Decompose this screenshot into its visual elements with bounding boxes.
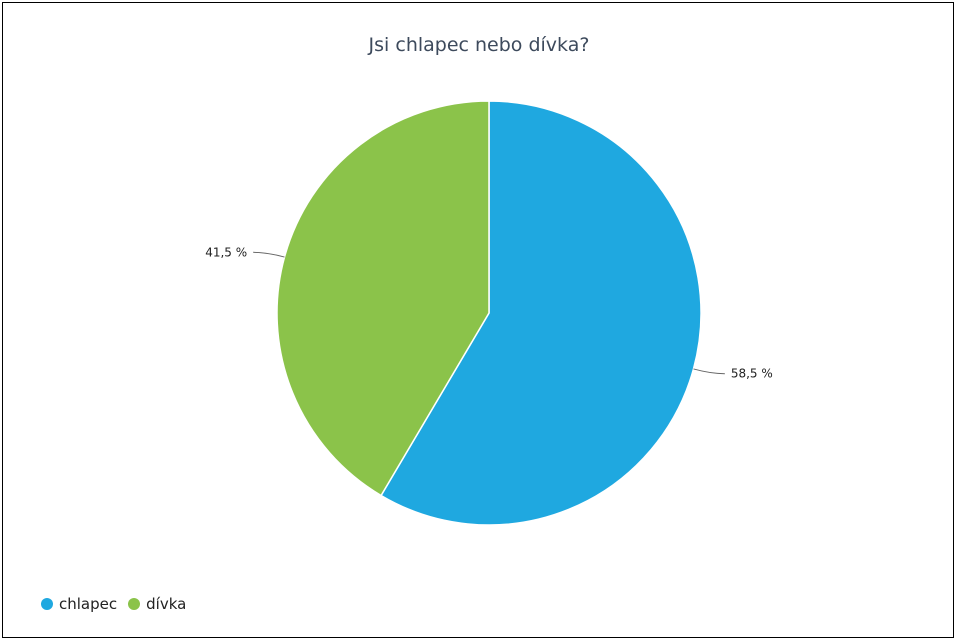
data-label-divka: 41,5 % xyxy=(205,245,247,259)
legend-swatch-divka xyxy=(128,598,141,610)
legend-item-divka[interactable]: dívka xyxy=(128,595,186,613)
pie-slice-divka[interactable] xyxy=(276,100,490,497)
chart-title: Jsi chlapec nebo dívka? xyxy=(368,34,590,56)
legend: chlapec dívka xyxy=(41,595,197,613)
connector-line-chlapec xyxy=(693,368,725,375)
data-label-chlapec: 58,5 % xyxy=(731,367,773,381)
connector-line-divka xyxy=(253,251,285,258)
legend-swatch-chlapec xyxy=(41,598,53,610)
pie-slice-chlapec[interactable] xyxy=(380,100,702,526)
legend-label-divka: dívka xyxy=(146,595,187,613)
pie-chart: 58,5 % 41,5 % xyxy=(205,100,773,526)
legend-item-chlapec[interactable]: chlapec xyxy=(41,595,117,613)
legend-label-chlapec: chlapec xyxy=(59,595,118,613)
